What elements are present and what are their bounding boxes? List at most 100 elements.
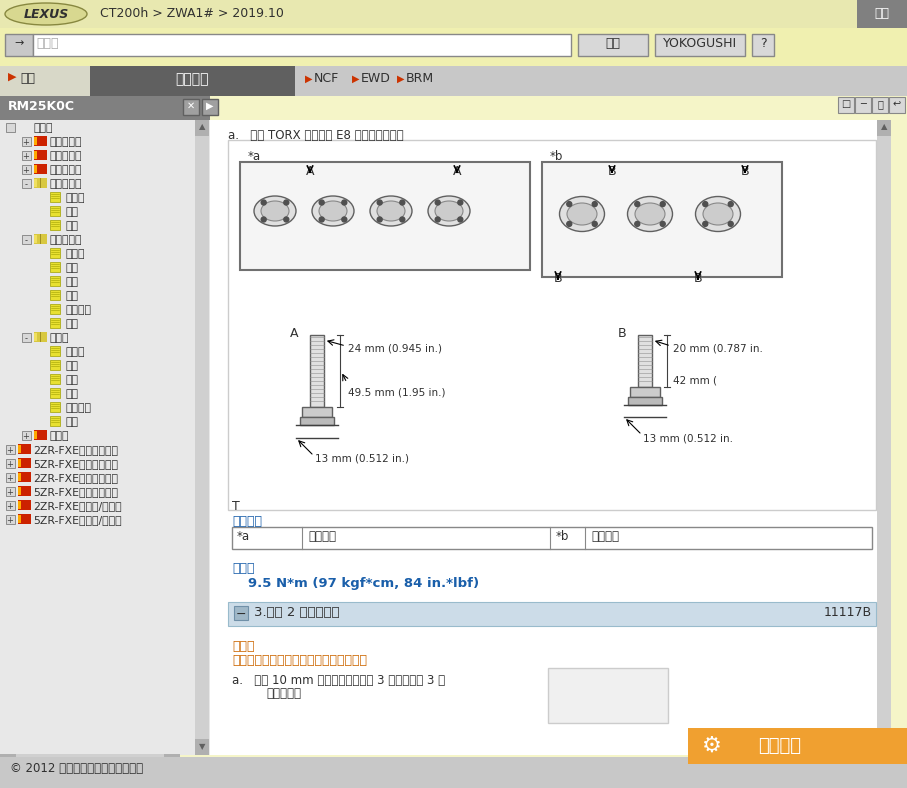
- Bar: [34, 234, 47, 244]
- Bar: [22, 431, 31, 440]
- Ellipse shape: [319, 201, 347, 221]
- Bar: [40, 178, 41, 188]
- Circle shape: [284, 217, 288, 222]
- Text: 汽修帮手: 汽修帮手: [758, 737, 802, 755]
- Text: ▼: ▼: [199, 742, 205, 751]
- Bar: [628, 397, 662, 405]
- Bar: [6, 459, 15, 468]
- Circle shape: [377, 217, 382, 222]
- Bar: [0, 757, 907, 788]
- Bar: [50, 346, 60, 356]
- Circle shape: [435, 217, 440, 222]
- Text: 2ZR-FXE（燃油系统）: 2ZR-FXE（燃油系统）: [33, 445, 118, 455]
- Text: 气缸体: 气缸体: [49, 431, 69, 441]
- Bar: [34, 333, 37, 341]
- Bar: [40, 234, 41, 244]
- Bar: [22, 487, 24, 495]
- Text: a.   使用 10 mm 直六角扳手，安装 3 个新衬垫和 3 个: a. 使用 10 mm 直六角扳手，安装 3 个新衬垫和 3 个: [232, 674, 445, 687]
- Text: B: B: [608, 165, 617, 178]
- Text: +: +: [6, 460, 14, 469]
- Bar: [18, 514, 31, 524]
- Bar: [0, 120, 210, 755]
- Bar: [18, 472, 31, 482]
- Bar: [22, 445, 24, 453]
- Text: *b: *b: [550, 150, 563, 163]
- Ellipse shape: [628, 196, 672, 232]
- Bar: [38, 137, 40, 145]
- Text: 检查: 检查: [65, 291, 78, 301]
- Text: ?: ?: [760, 37, 766, 50]
- Bar: [855, 97, 871, 113]
- Text: +: +: [6, 516, 14, 525]
- Text: A: A: [453, 165, 462, 178]
- Bar: [50, 318, 60, 328]
- Bar: [18, 444, 31, 454]
- Bar: [22, 515, 24, 523]
- Bar: [240, 162, 530, 270]
- Circle shape: [728, 202, 733, 206]
- Bar: [50, 290, 60, 300]
- Bar: [0, 754, 16, 768]
- Bar: [22, 459, 24, 467]
- Text: *a: *a: [248, 150, 261, 163]
- Text: 重新装配: 重新装配: [65, 305, 91, 315]
- Text: 拆卸: 拆卸: [65, 207, 78, 217]
- Bar: [688, 728, 907, 764]
- Circle shape: [284, 200, 288, 205]
- Bar: [877, 120, 891, 136]
- Text: ▶: ▶: [8, 72, 16, 82]
- Bar: [310, 335, 324, 407]
- Bar: [22, 235, 31, 244]
- Bar: [0, 66, 90, 96]
- Text: →: →: [15, 38, 24, 48]
- Bar: [50, 374, 60, 384]
- Bar: [22, 473, 24, 481]
- Bar: [38, 431, 40, 439]
- Text: 5ZR-FXE（排放控制系: 5ZR-FXE（排放控制系: [33, 487, 118, 497]
- Text: 2ZR-FXE（进气/排气系: 2ZR-FXE（进气/排气系: [33, 501, 122, 511]
- Text: *a: *a: [237, 530, 250, 543]
- Bar: [33, 34, 571, 56]
- Text: 9.5 N*m (97 kgf*cm, 84 in.*lbf): 9.5 N*m (97 kgf*cm, 84 in.*lbf): [248, 577, 479, 590]
- Bar: [6, 501, 15, 510]
- Bar: [0, 28, 907, 66]
- Text: ─: ─: [860, 99, 866, 109]
- Text: LEXUS: LEXUS: [24, 8, 69, 20]
- Text: B: B: [553, 272, 562, 285]
- Bar: [22, 165, 31, 174]
- Circle shape: [592, 221, 597, 226]
- Text: 扭矩：: 扭矩：: [232, 562, 255, 575]
- Bar: [50, 304, 60, 314]
- Text: 曲轴后油封: 曲轴后油封: [49, 165, 82, 175]
- Bar: [638, 335, 652, 387]
- Text: ⚙: ⚙: [702, 736, 722, 756]
- Text: 安装: 安装: [65, 319, 78, 329]
- Ellipse shape: [435, 201, 463, 221]
- Ellipse shape: [703, 203, 733, 225]
- Text: EWD: EWD: [361, 72, 391, 85]
- Ellipse shape: [696, 196, 740, 232]
- Bar: [300, 417, 334, 425]
- Bar: [0, 96, 210, 120]
- Text: 气缸盖衬垫: 气缸盖衬垫: [49, 137, 82, 147]
- Text: 3.安装 2 号直螺纹塞: 3.安装 2 号直螺纹塞: [254, 606, 339, 619]
- Circle shape: [342, 200, 346, 205]
- Text: 发动机单元: 发动机单元: [49, 235, 82, 245]
- Bar: [838, 97, 854, 113]
- Text: 气缸盖: 气缸盖: [33, 123, 53, 133]
- Text: © 2012 丰田汽车公司。版权所有。: © 2012 丰田汽车公司。版权所有。: [10, 762, 143, 775]
- Text: 结果: 结果: [20, 72, 35, 85]
- Bar: [630, 387, 660, 397]
- Bar: [34, 137, 37, 145]
- Bar: [50, 402, 60, 412]
- Bar: [50, 416, 60, 426]
- Circle shape: [703, 202, 707, 206]
- Ellipse shape: [5, 3, 87, 25]
- Text: 直螺纹塞。: 直螺纹塞。: [266, 687, 301, 700]
- Bar: [877, 739, 891, 755]
- Bar: [164, 754, 180, 768]
- Circle shape: [319, 200, 324, 205]
- Text: 5ZR-FXE（燃油系统）: 5ZR-FXE（燃油系统）: [33, 459, 118, 469]
- Text: 24 mm (0.945 in.): 24 mm (0.945 in.): [348, 343, 442, 353]
- Text: 13 mm (0.512 in.: 13 mm (0.512 in.: [643, 433, 733, 443]
